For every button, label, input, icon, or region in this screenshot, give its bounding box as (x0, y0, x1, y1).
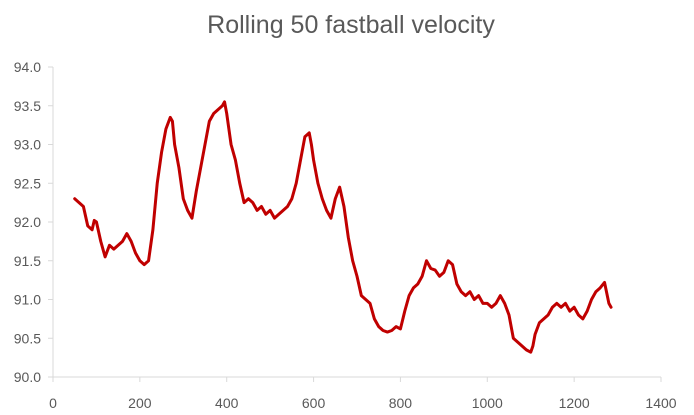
plot-area (73, 100, 613, 354)
y-tick-label: 93.5 (14, 98, 41, 114)
x-tick-label: 1400 (645, 395, 676, 411)
y-tick-label: 91.5 (14, 253, 41, 269)
y-axis: 90.0 90.5 91.0 91.5 92.0 92.5 93.0 93.5 94.0 (14, 59, 54, 385)
y-tick-label: 90.5 (14, 330, 41, 346)
x-tick-label: 1200 (559, 395, 590, 411)
x-tick-label: 0 (49, 395, 57, 411)
series-line-0 (73, 100, 613, 354)
y-tick-label: 92.5 (14, 175, 41, 191)
y-tick-label: 91.0 (14, 292, 41, 308)
y-tick-label: 94.0 (14, 59, 41, 75)
x-tick-label: 400 (215, 395, 239, 411)
y-tick-label: 90.0 (14, 369, 41, 385)
x-tick-label: 800 (389, 395, 413, 411)
x-tick-label: 1000 (472, 395, 503, 411)
chart-title: Rolling 50 fastball velocity (207, 11, 495, 39)
x-axis: 0 200 400 600 800 1000 1200 1400 (49, 376, 677, 411)
x-tick-label: 600 (302, 395, 326, 411)
x-tick-label: 200 (128, 395, 152, 411)
y-tick-label: 93.0 (14, 137, 41, 153)
y-tick-label: 92.0 (14, 214, 41, 230)
